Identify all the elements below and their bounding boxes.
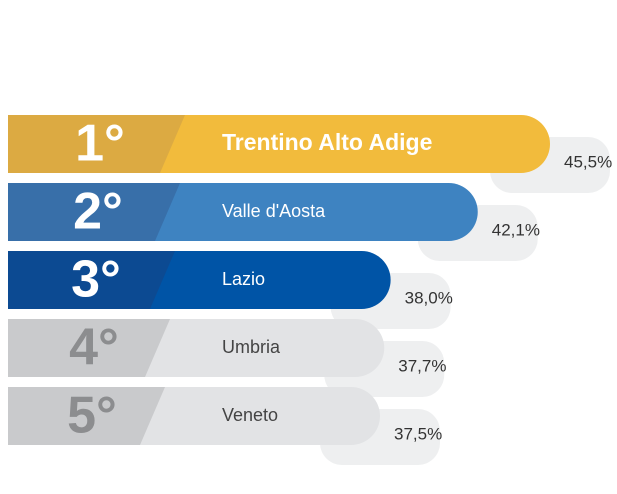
rank: 4° [69, 319, 119, 377]
category-label: Umbria [222, 337, 281, 357]
value-label: 38,0% [405, 288, 453, 307]
rank: 5° [67, 387, 117, 445]
rank: 2° [73, 183, 123, 241]
category-label: Veneto [222, 405, 278, 425]
value-label: 37,7% [398, 356, 446, 375]
category-label: Trentino Alto Adige [222, 129, 432, 155]
rank-block [8, 387, 165, 445]
category-label: Valle d'Aosta [222, 201, 326, 221]
value-label: 45,5% [564, 152, 612, 171]
rank: 1° [75, 115, 125, 173]
rank-block [8, 319, 170, 377]
category-label: Lazio [222, 269, 265, 289]
rank-block [8, 115, 185, 173]
rank-block [8, 251, 175, 309]
rank-block [8, 183, 180, 241]
value-label: 37,5% [394, 424, 442, 443]
value-label: 42,1% [492, 220, 540, 239]
rank: 3° [71, 251, 121, 309]
